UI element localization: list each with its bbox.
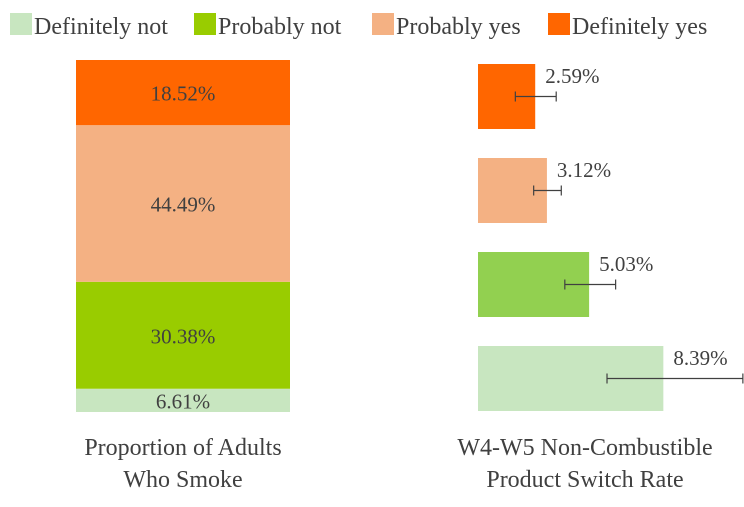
data-label: 5.03% xyxy=(599,252,653,276)
legend-swatch xyxy=(548,13,570,35)
legend-item: Definitely yes xyxy=(548,13,707,40)
stacked-segment xyxy=(76,60,290,126)
legend-label: Definitely not xyxy=(34,14,168,40)
legend-label: Probably not xyxy=(218,14,342,40)
legend-label: Probably yes xyxy=(396,14,521,40)
chart-title: Who Smoke xyxy=(123,467,242,493)
legend-swatch xyxy=(372,13,394,35)
legend-item: Probably not xyxy=(194,13,342,40)
data-label: 6.61% xyxy=(156,389,210,413)
legend-swatch xyxy=(194,13,216,35)
data-label: 44.49% xyxy=(151,192,216,216)
legend-item: Definitely not xyxy=(10,13,168,40)
data-label: 30.38% xyxy=(151,324,216,348)
switch-rate-bar-chart: 2.59% 3.12% 5.03% 8.39% W4-W5 Non-Combustibl… xyxy=(457,64,744,493)
stacked-segment xyxy=(76,388,290,412)
stacked-segment xyxy=(76,281,290,389)
chart-title: W4-W5 Non-Combustible xyxy=(457,435,712,461)
data-label: 18.52% xyxy=(151,82,216,106)
legend-label: Definitely yes xyxy=(572,14,707,40)
data-label: 3.12% xyxy=(557,158,611,182)
stacked-segment xyxy=(76,125,290,282)
data-label: 8.39% xyxy=(673,346,727,370)
legend-swatch xyxy=(10,13,32,35)
chart-title: Proportion of Adults xyxy=(84,435,281,461)
chart-title: Product Switch Rate xyxy=(486,467,683,493)
data-label: 2.59% xyxy=(545,64,599,88)
legend-item: Probably yes xyxy=(372,13,521,40)
stacked-bar-chart: 6.61% 30.38% 44.49% 18.52% Proportion of Adu… xyxy=(76,60,290,493)
legend: Definitely not Probably not Probably yes De… xyxy=(10,13,707,40)
